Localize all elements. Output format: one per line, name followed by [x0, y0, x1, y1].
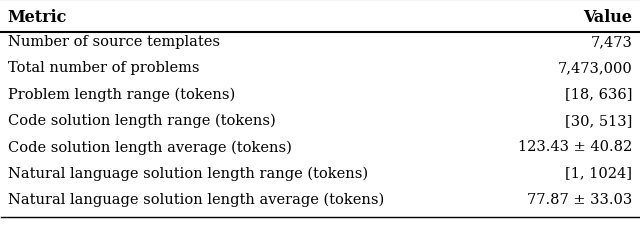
Text: 7,473,000: 7,473,000 [557, 61, 632, 75]
Text: [1, 1024]: [1, 1024] [565, 167, 632, 181]
Text: Problem length range (tokens): Problem length range (tokens) [8, 87, 235, 102]
Text: Natural language solution length average (tokens): Natural language solution length average… [8, 193, 384, 207]
Text: Code solution length range (tokens): Code solution length range (tokens) [8, 114, 275, 128]
Text: 7,473: 7,473 [590, 35, 632, 49]
Text: 123.43 ± 40.82: 123.43 ± 40.82 [518, 140, 632, 154]
Text: Natural language solution length range (tokens): Natural language solution length range (… [8, 167, 368, 181]
Text: Value: Value [583, 8, 632, 26]
Text: Number of source templates: Number of source templates [8, 35, 220, 49]
Text: Metric: Metric [8, 8, 67, 26]
Text: 77.87 ± 33.03: 77.87 ± 33.03 [527, 193, 632, 207]
Text: Total number of problems: Total number of problems [8, 61, 199, 75]
Text: [18, 636]: [18, 636] [564, 87, 632, 101]
Text: Code solution length average (tokens): Code solution length average (tokens) [8, 140, 292, 155]
Text: [30, 513]: [30, 513] [565, 114, 632, 128]
